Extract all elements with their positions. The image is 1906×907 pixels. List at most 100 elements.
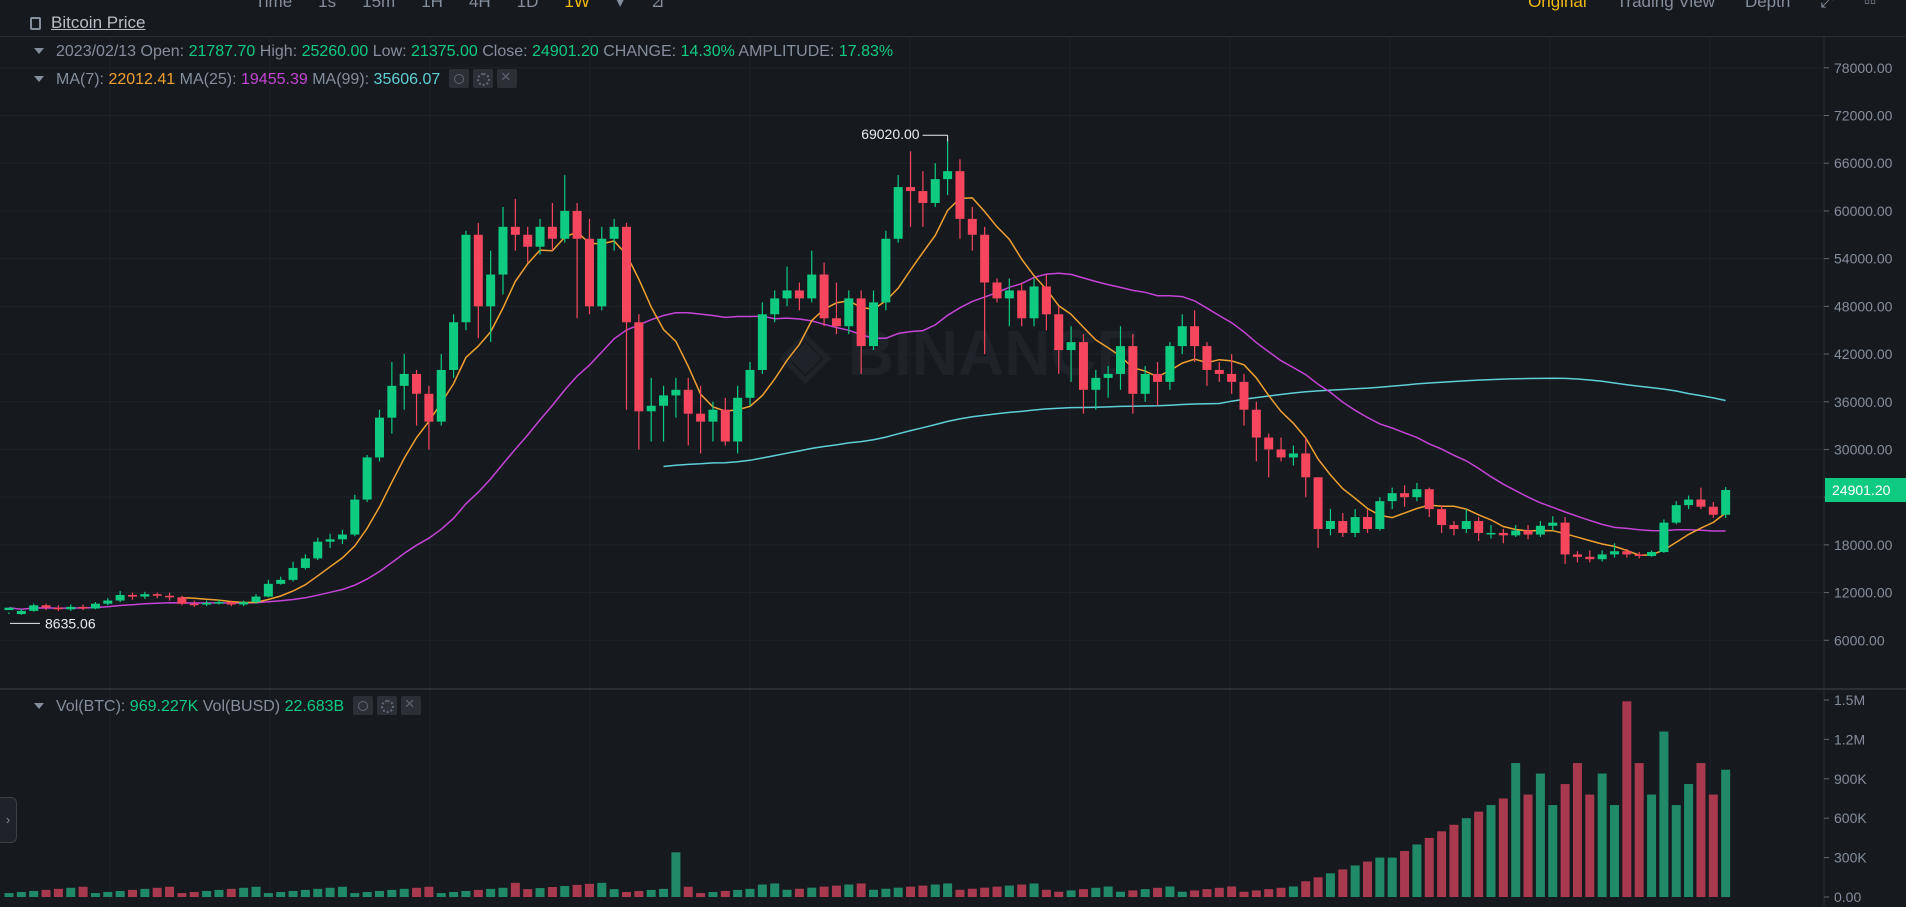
candle[interactable] xyxy=(1597,550,1607,562)
candle[interactable] xyxy=(461,230,471,331)
candle[interactable] xyxy=(449,314,459,378)
candle[interactable] xyxy=(202,600,212,607)
candle[interactable] xyxy=(1029,278,1039,327)
collapse-volume-icon[interactable] xyxy=(34,703,44,709)
interval-1d[interactable]: 1D xyxy=(516,0,539,11)
candle[interactable] xyxy=(1671,501,1681,525)
candle[interactable] xyxy=(967,206,977,251)
candle[interactable] xyxy=(1449,521,1459,536)
candle[interactable] xyxy=(1424,487,1434,518)
candle[interactable] xyxy=(226,600,236,607)
candle[interactable] xyxy=(486,250,496,343)
candle[interactable] xyxy=(584,218,594,315)
candle[interactable] xyxy=(992,278,1002,303)
candle[interactable] xyxy=(288,561,298,582)
vol-close-icon[interactable] xyxy=(400,694,421,715)
candle[interactable] xyxy=(375,409,384,462)
candle[interactable] xyxy=(943,139,953,196)
candle[interactable] xyxy=(276,576,286,585)
candle[interactable] xyxy=(53,605,63,611)
candle[interactable] xyxy=(955,159,965,239)
candle[interactable] xyxy=(1572,551,1582,563)
candle[interactable] xyxy=(597,226,607,311)
candle[interactable] xyxy=(165,592,175,601)
candle[interactable] xyxy=(1177,314,1187,355)
candle[interactable] xyxy=(1610,543,1619,558)
title-area[interactable]: Bitcoin Price xyxy=(30,13,145,33)
candle[interactable] xyxy=(1251,401,1261,462)
candle[interactable] xyxy=(918,171,928,227)
candle[interactable] xyxy=(387,362,397,434)
candle[interactable] xyxy=(733,385,743,454)
candle[interactable] xyxy=(893,175,903,243)
candle[interactable] xyxy=(1078,334,1088,414)
candle[interactable] xyxy=(29,603,39,612)
candle[interactable] xyxy=(1288,445,1298,466)
chart-settings-icon[interactable]: ⊿ xyxy=(650,0,665,11)
candle[interactable] xyxy=(313,537,323,560)
candle[interactable] xyxy=(1511,525,1521,537)
candle[interactable] xyxy=(659,385,669,442)
candle[interactable] xyxy=(609,218,619,251)
page-title[interactable]: Bitcoin Price xyxy=(51,13,146,32)
ma-visibility-icon[interactable] xyxy=(448,69,469,88)
candle[interactable] xyxy=(1017,282,1027,327)
candle[interactable] xyxy=(720,397,730,446)
candle[interactable] xyxy=(78,604,88,611)
candle[interactable] xyxy=(1400,485,1410,507)
candle[interactable] xyxy=(1128,334,1138,414)
candle[interactable] xyxy=(350,494,360,537)
interval-more-icon[interactable]: ▾ xyxy=(615,0,625,11)
fullscreen-icon[interactable]: ⤢ xyxy=(1820,0,1834,11)
candle[interactable] xyxy=(1239,373,1249,426)
candle[interactable] xyxy=(1153,362,1163,406)
candle[interactable] xyxy=(362,455,372,502)
candle[interactable] xyxy=(547,202,557,251)
candle[interactable] xyxy=(189,600,199,607)
ma-settings-icon[interactable] xyxy=(472,69,493,88)
layout-icon[interactable]: ▫▫ xyxy=(1863,0,1876,11)
candle[interactable] xyxy=(646,377,656,442)
candle[interactable] xyxy=(337,529,347,545)
candle[interactable] xyxy=(325,533,335,549)
interval-1w[interactable]: 1W xyxy=(564,0,590,11)
candle[interactable] xyxy=(881,230,891,311)
expand-panel-icon[interactable]: › xyxy=(0,797,17,843)
candle[interactable] xyxy=(1041,274,1051,331)
candle[interactable] xyxy=(473,222,483,339)
candle[interactable] xyxy=(560,175,570,243)
candle[interactable] xyxy=(1054,306,1064,374)
candle[interactable] xyxy=(214,599,224,605)
candle[interactable] xyxy=(906,151,916,227)
candle[interactable] xyxy=(1190,310,1200,362)
candle[interactable] xyxy=(510,199,520,251)
collapse-ma-icon[interactable] xyxy=(34,76,44,82)
candle[interactable] xyxy=(115,590,125,603)
candle[interactable] xyxy=(1066,326,1076,382)
candle[interactable] xyxy=(1338,513,1348,537)
candle[interactable] xyxy=(103,598,113,606)
candle[interactable] xyxy=(1103,365,1113,398)
vol-settings-icon[interactable] xyxy=(376,696,397,715)
candle[interactable] xyxy=(1437,505,1447,533)
candle[interactable] xyxy=(1498,528,1508,544)
candle[interactable] xyxy=(41,603,51,611)
candle[interactable] xyxy=(844,290,854,335)
interval-15m[interactable]: 15m xyxy=(362,0,396,11)
view-trading-view[interactable]: Trading View xyxy=(1616,0,1715,11)
candle[interactable] xyxy=(794,282,804,311)
candle[interactable] xyxy=(572,202,582,319)
candle[interactable] xyxy=(128,592,137,600)
candle[interactable] xyxy=(1535,521,1545,537)
candle[interactable] xyxy=(696,385,706,454)
candle[interactable] xyxy=(239,600,249,607)
candle[interactable] xyxy=(1696,487,1706,510)
interval-1s[interactable]: 1s xyxy=(318,0,337,11)
candle[interactable] xyxy=(1350,509,1360,537)
candle[interactable] xyxy=(399,354,409,410)
candle[interactable] xyxy=(1165,342,1175,390)
candle[interactable] xyxy=(263,579,273,598)
candle[interactable] xyxy=(140,591,150,599)
vol-visibility-icon[interactable] xyxy=(352,696,373,715)
candle[interactable] xyxy=(1387,487,1397,510)
